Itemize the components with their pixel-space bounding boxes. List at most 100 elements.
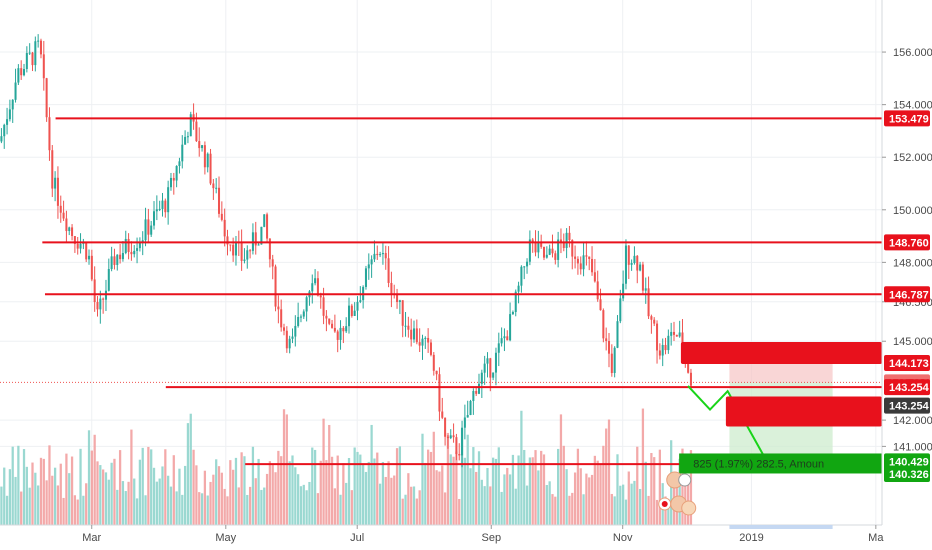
volume-bar bbox=[636, 446, 639, 525]
candle-body bbox=[198, 141, 201, 149]
candle-body bbox=[480, 372, 483, 384]
candle-body bbox=[136, 248, 139, 251]
volume-bar bbox=[565, 469, 568, 525]
volume-bar bbox=[492, 457, 495, 525]
candle-body bbox=[607, 340, 611, 354]
volume-bar bbox=[398, 446, 402, 525]
candle-body bbox=[469, 400, 472, 416]
volume-bar bbox=[299, 486, 303, 525]
volume-bar bbox=[251, 446, 255, 525]
volume-bar bbox=[285, 414, 288, 525]
candle-body bbox=[367, 264, 370, 269]
price-badge bbox=[884, 465, 930, 482]
candle-body bbox=[548, 248, 551, 255]
volume-bar bbox=[240, 452, 243, 525]
price-badge bbox=[884, 286, 930, 303]
candle-body bbox=[172, 177, 175, 181]
volume-bar bbox=[531, 457, 534, 525]
volume-bar bbox=[189, 413, 192, 525]
price-tick-label: 150.000 bbox=[893, 205, 932, 217]
candle-body bbox=[404, 325, 407, 327]
candle-body bbox=[398, 300, 401, 303]
candle-body bbox=[76, 243, 79, 249]
event-markers[interactable] bbox=[658, 471, 697, 516]
candle-body bbox=[390, 282, 393, 294]
candle-body bbox=[206, 153, 209, 168]
volume-bar bbox=[3, 467, 6, 525]
volume-bar bbox=[647, 495, 650, 525]
candle-body bbox=[328, 318, 331, 324]
volume-bar bbox=[689, 450, 693, 525]
volume-bar bbox=[410, 486, 413, 525]
volume-bar bbox=[291, 455, 294, 525]
volume-bar bbox=[274, 472, 277, 525]
price-badge-label: 143.254 bbox=[889, 382, 930, 394]
volume-bar bbox=[76, 499, 79, 525]
price-badge-label: 143.254 bbox=[889, 401, 930, 413]
volume-bar bbox=[99, 465, 102, 525]
candle-body bbox=[113, 256, 116, 265]
volume-bar bbox=[342, 463, 345, 525]
candle-body bbox=[418, 342, 421, 346]
stop-label-box bbox=[680, 341, 882, 364]
candle-body bbox=[175, 165, 178, 181]
candle-body bbox=[446, 436, 449, 439]
candle-body bbox=[209, 153, 212, 184]
volume-bar bbox=[367, 461, 370, 525]
price-badge bbox=[884, 379, 930, 396]
candle-body bbox=[432, 354, 435, 371]
volume-bar bbox=[610, 493, 613, 525]
price-badge-label: 140.429 bbox=[889, 456, 929, 468]
volume-bar bbox=[164, 449, 167, 525]
candle-body bbox=[325, 315, 328, 319]
projection-path[interactable] bbox=[687, 385, 769, 463]
volume-bar bbox=[20, 491, 23, 525]
candle-body bbox=[441, 411, 444, 418]
candle-body bbox=[71, 227, 74, 237]
volume-bar bbox=[223, 488, 226, 525]
candle-body bbox=[322, 297, 325, 316]
candle-body bbox=[48, 117, 51, 151]
candle-body bbox=[568, 232, 571, 241]
price-tick-label: 152.000 bbox=[893, 152, 932, 164]
volume-bar bbox=[624, 499, 628, 525]
volume-bar bbox=[322, 418, 325, 525]
volume-bar bbox=[480, 479, 483, 525]
candle-body bbox=[438, 374, 441, 412]
candle-body bbox=[687, 358, 690, 373]
time-tick-label: 2019 bbox=[739, 532, 763, 544]
position-tool[interactable]: 825 (1.97%) 282.5, Amoun bbox=[679, 341, 882, 474]
candle-body bbox=[627, 245, 630, 265]
candle-body bbox=[155, 209, 158, 212]
price-badge-label: 140.326 bbox=[889, 469, 929, 481]
volume-bar bbox=[220, 472, 223, 525]
volume-bar bbox=[339, 494, 342, 525]
candle-body bbox=[622, 283, 625, 299]
volume-bar bbox=[571, 492, 574, 525]
volume-bar bbox=[133, 478, 136, 525]
volume-bar bbox=[302, 484, 305, 525]
volume-bar bbox=[265, 473, 269, 525]
volume-bar bbox=[590, 474, 594, 525]
candle-body bbox=[435, 370, 438, 375]
time-axis[interactable]: Mar May Jul Sep Nov 2019 Ma bbox=[0, 524, 884, 544]
candle-body bbox=[119, 254, 122, 260]
volume-bar bbox=[135, 498, 139, 525]
candle-body bbox=[277, 306, 280, 310]
volume-bar bbox=[200, 493, 204, 525]
volume-bar bbox=[257, 458, 260, 525]
candle-body bbox=[260, 226, 263, 245]
candle-body bbox=[39, 40, 42, 55]
candle-body bbox=[342, 327, 345, 332]
volume-bar bbox=[42, 458, 45, 525]
event-marker-count-icon bbox=[678, 473, 692, 487]
candle-body bbox=[271, 259, 274, 267]
price-badge bbox=[884, 234, 930, 251]
volume-bar bbox=[22, 449, 26, 525]
volume-bar bbox=[65, 453, 68, 525]
volume-bar bbox=[311, 447, 314, 525]
volume-bar bbox=[387, 461, 390, 525]
volume-bar bbox=[613, 496, 616, 525]
price-axis[interactable]: 156.000154.000152.000150.000148.000146.5… bbox=[881, 0, 932, 525]
